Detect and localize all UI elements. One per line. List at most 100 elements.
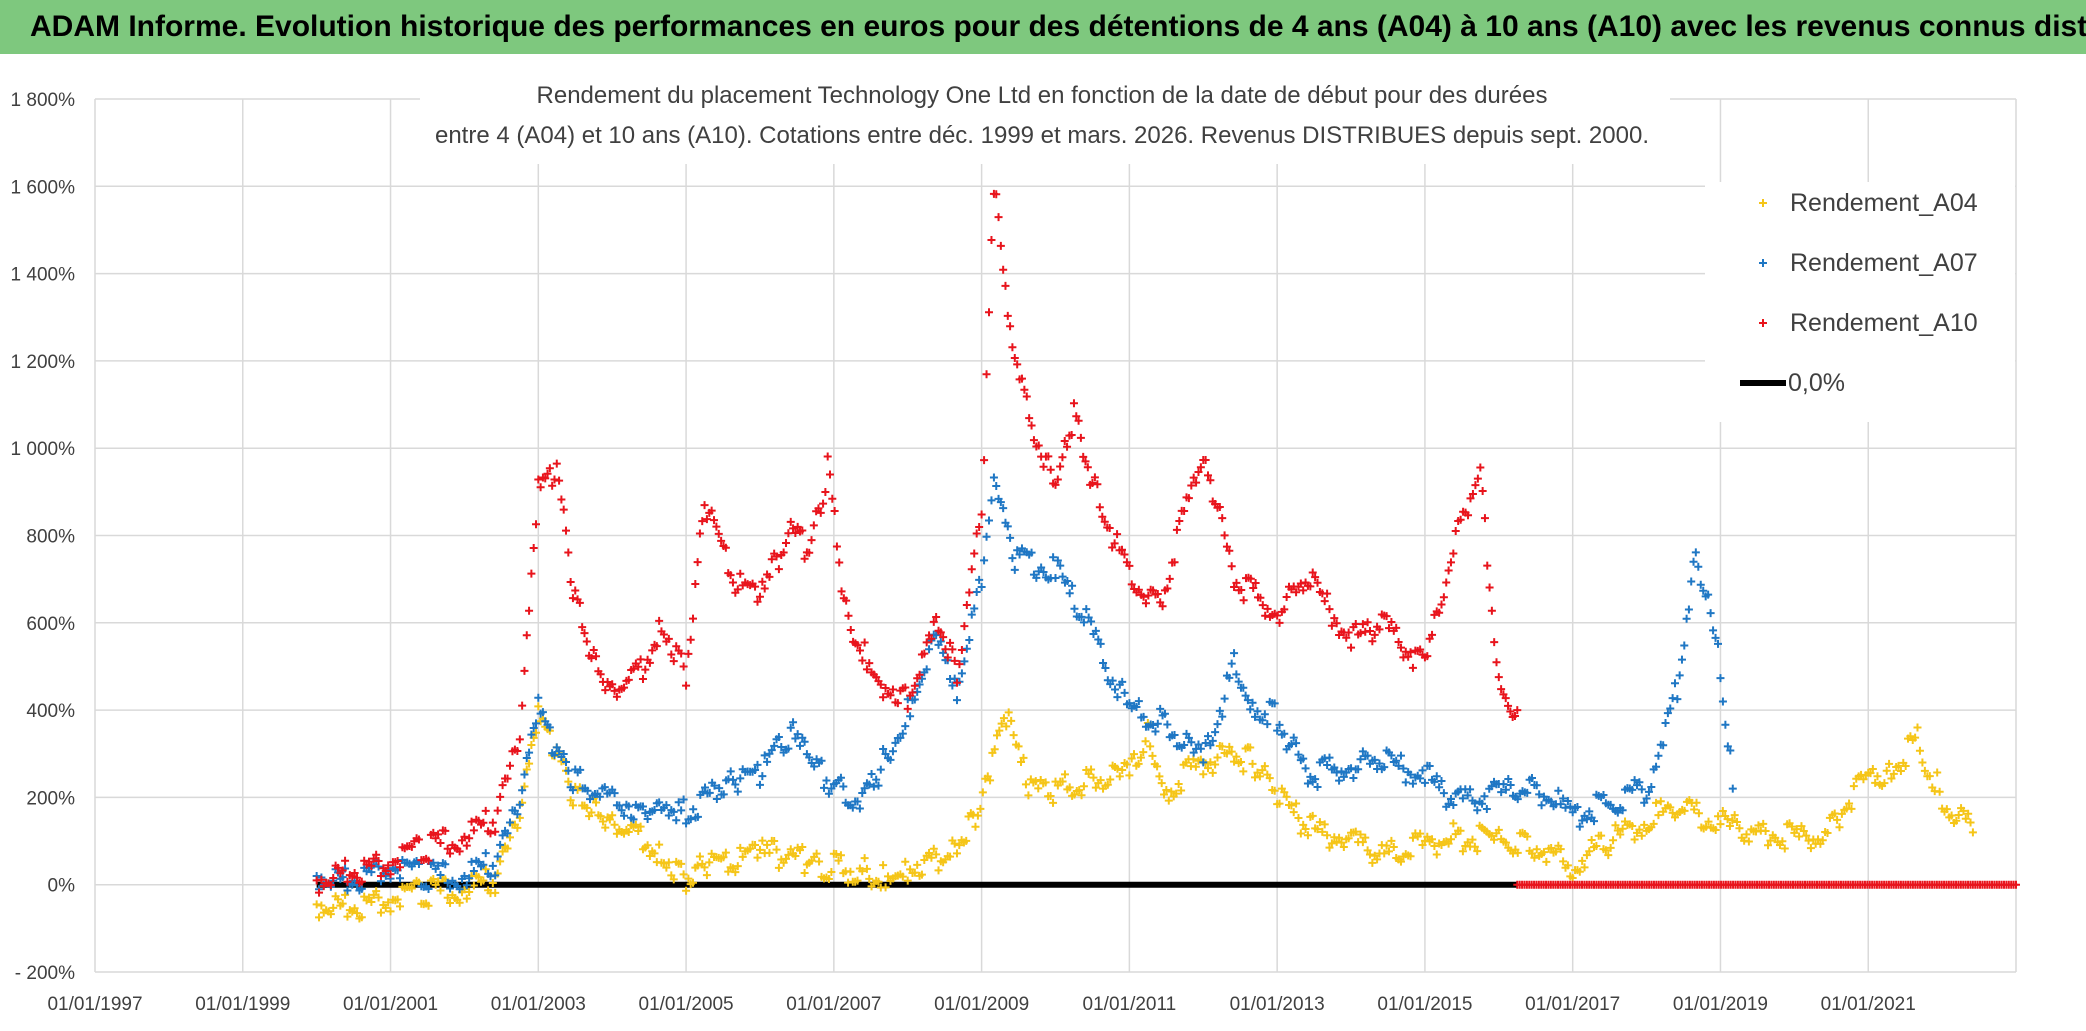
y-tick-label: 1 800%	[11, 90, 76, 111]
data-point	[1299, 754, 1308, 763]
data-point	[1458, 847, 1467, 856]
data-point	[648, 646, 657, 655]
data-point	[568, 594, 577, 603]
data-point	[702, 515, 711, 524]
data-point	[1451, 526, 1460, 535]
data-point	[896, 733, 905, 742]
data-point	[1425, 762, 1434, 771]
data-point	[967, 610, 976, 619]
data-point	[1706, 609, 1715, 618]
data-point	[1587, 835, 1596, 844]
data-point	[814, 504, 823, 513]
data-point	[986, 776, 995, 785]
data-point	[1575, 867, 1584, 876]
data-point	[601, 686, 610, 695]
data-point	[915, 680, 924, 689]
data-point	[664, 858, 673, 867]
data-point	[1155, 772, 1164, 781]
data-point	[429, 858, 438, 867]
data-point	[1866, 769, 1875, 778]
data-point	[491, 827, 500, 836]
data-point	[865, 659, 874, 668]
y-tick-label: 1 200%	[11, 352, 76, 373]
data-point	[587, 808, 596, 817]
data-point	[689, 878, 698, 887]
data-point	[789, 718, 798, 727]
data-point	[1880, 779, 1889, 788]
data-point	[582, 803, 591, 812]
data-point	[1201, 738, 1210, 747]
data-point	[1335, 833, 1344, 842]
data-point	[434, 861, 443, 870]
data-point	[1692, 798, 1701, 807]
data-point	[424, 884, 433, 893]
data-point	[1578, 816, 1587, 825]
data-point	[1034, 784, 1043, 793]
data-point	[1017, 757, 1026, 766]
x-tick-label: 01/01/2009	[934, 994, 1029, 1015]
data-point	[1408, 663, 1417, 672]
data-point	[662, 863, 671, 872]
data-point	[1111, 685, 1120, 694]
data-point	[1120, 688, 1129, 697]
data-point	[1232, 752, 1241, 761]
data-point	[1158, 602, 1167, 611]
data-point	[562, 526, 571, 535]
data-point	[774, 863, 783, 872]
data-point	[1663, 709, 1672, 718]
data-point	[1099, 659, 1108, 668]
x-tick-label: 01/01/2021	[1821, 994, 1916, 1015]
data-point	[513, 810, 522, 819]
data-point	[679, 795, 688, 804]
data-point	[879, 745, 888, 754]
data-point	[1014, 742, 1023, 751]
data-point	[1382, 612, 1391, 621]
data-point	[384, 861, 393, 870]
data-point	[1230, 649, 1239, 658]
data-point	[1728, 784, 1737, 793]
data-point	[374, 857, 383, 866]
data-point	[1704, 817, 1713, 826]
data-point	[1125, 699, 1134, 708]
data-point	[1072, 412, 1081, 421]
data-point	[828, 494, 837, 503]
data-point	[1764, 841, 1773, 850]
data-point	[784, 529, 793, 538]
data-point	[1449, 819, 1458, 828]
data-point	[1151, 727, 1160, 736]
data-point	[1008, 343, 1017, 352]
data-point	[396, 874, 405, 883]
data-point	[1037, 563, 1046, 572]
data-point	[755, 780, 764, 789]
data-point	[970, 549, 979, 558]
data-point	[977, 583, 986, 592]
data-point	[1554, 786, 1563, 795]
data-point	[1399, 764, 1408, 773]
data-point	[317, 901, 326, 910]
data-point	[1077, 612, 1086, 621]
data-point	[1019, 753, 1028, 762]
data-point	[879, 861, 888, 870]
series-rendement-a10-zero	[1513, 880, 2020, 889]
data-point	[955, 841, 964, 850]
data-point	[1420, 778, 1429, 787]
data-point	[1239, 596, 1248, 605]
data-point	[527, 741, 536, 750]
data-point	[1547, 844, 1556, 853]
data-point	[1513, 848, 1522, 857]
data-point	[1483, 561, 1492, 570]
data-point	[1630, 776, 1639, 785]
data-point	[1199, 770, 1208, 779]
data-point	[971, 822, 980, 831]
data-point	[1652, 762, 1661, 771]
data-point	[1504, 701, 1513, 710]
data-point	[1649, 819, 1658, 828]
data-point	[1723, 815, 1732, 824]
data-point	[641, 665, 650, 674]
data-point	[667, 650, 676, 659]
data-point	[1387, 751, 1396, 760]
plot-series	[312, 189, 2020, 923]
x-tick-label: 01/01/2015	[1377, 994, 1472, 1015]
data-point	[1320, 820, 1329, 829]
data-point	[719, 790, 728, 799]
